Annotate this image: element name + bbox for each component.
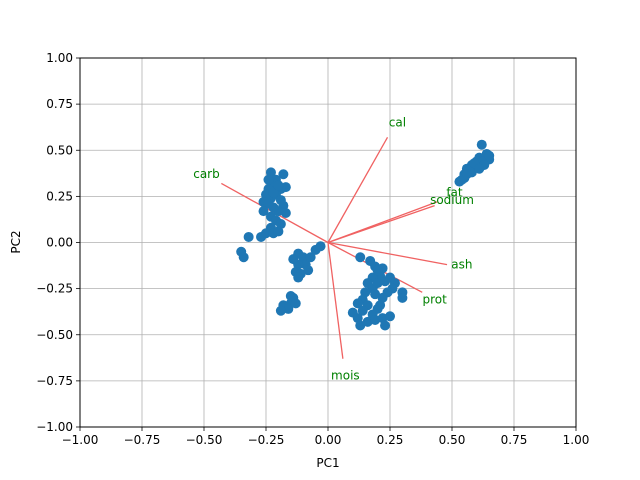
x-tick-label: −0.75 <box>124 433 161 447</box>
loading-arrow-mois <box>327 242 344 359</box>
y-tick-label: −1.00 <box>36 420 73 434</box>
x-tick-label: 0.75 <box>501 433 528 447</box>
x-axis-label: PC1 <box>316 456 339 470</box>
loading-arrow-ash <box>327 241 448 266</box>
loading-arrows <box>221 137 448 359</box>
loading-label-cal: cal <box>389 116 406 130</box>
data-point <box>238 252 249 263</box>
x-tick-label: 0.50 <box>439 433 466 447</box>
x-tick-label: −0.25 <box>248 433 285 447</box>
loading-label-sodium: sodium <box>430 193 474 207</box>
y-tick-label: −0.25 <box>36 282 73 296</box>
data-point <box>273 180 284 191</box>
data-point <box>288 254 299 265</box>
data-point <box>275 305 286 316</box>
data-point <box>261 228 271 239</box>
y-axis-label: PC2 <box>9 230 23 253</box>
data-point <box>385 311 395 322</box>
x-tick-label: 0.25 <box>377 433 404 447</box>
data-point <box>303 265 314 276</box>
loading-label-fat: fat <box>446 186 463 200</box>
x-tick-label: 1.00 <box>563 433 590 447</box>
loading-label-ash: ash <box>451 258 472 272</box>
loading-arrow-sodium <box>327 204 435 244</box>
data-point <box>293 272 304 283</box>
loading-label-mois: mois <box>331 368 360 382</box>
data-point <box>476 139 487 150</box>
data-point <box>372 265 383 276</box>
data-point <box>375 300 386 311</box>
y-tick-label: 0.00 <box>46 236 73 250</box>
data-point <box>268 187 279 198</box>
data-point <box>461 169 472 180</box>
x-tick-label: −1.00 <box>62 433 99 447</box>
y-tick-label: 1.00 <box>46 51 73 65</box>
data-point <box>484 150 495 161</box>
x-tick-label: −0.50 <box>186 433 223 447</box>
data-point <box>397 292 408 303</box>
data-point <box>380 320 391 331</box>
data-point <box>315 241 326 252</box>
data-point <box>273 226 284 237</box>
loading-label-carb: carb <box>193 167 220 181</box>
data-point <box>285 291 296 302</box>
y-tick-label: −0.75 <box>36 374 73 388</box>
data-point <box>355 252 366 263</box>
y-tick-label: 0.50 <box>46 143 73 157</box>
data-point <box>370 289 381 300</box>
data-point <box>243 231 254 242</box>
data-point <box>352 298 363 309</box>
y-tick-label: −0.50 <box>36 328 73 342</box>
data-point <box>305 252 316 263</box>
data-point <box>474 163 485 174</box>
data-point <box>355 320 366 331</box>
data-point <box>263 174 274 185</box>
y-tick-label: 0.25 <box>46 189 73 203</box>
data-point <box>263 198 274 209</box>
x-tick-label: 0.00 <box>315 433 342 447</box>
y-tick-label: 0.75 <box>46 97 73 111</box>
data-point <box>258 206 269 217</box>
loading-label-prot: prot <box>422 293 447 307</box>
loading-arrow-cal <box>327 137 389 243</box>
axis-ticks: −1.00 −0.75 −0.50 −0.25 0.00 0.25 0.50 0.75 1.00… <box>36 51 589 447</box>
data-point <box>290 298 301 309</box>
data-point <box>357 305 368 316</box>
scatter-points <box>236 139 495 331</box>
data-point <box>278 169 289 180</box>
